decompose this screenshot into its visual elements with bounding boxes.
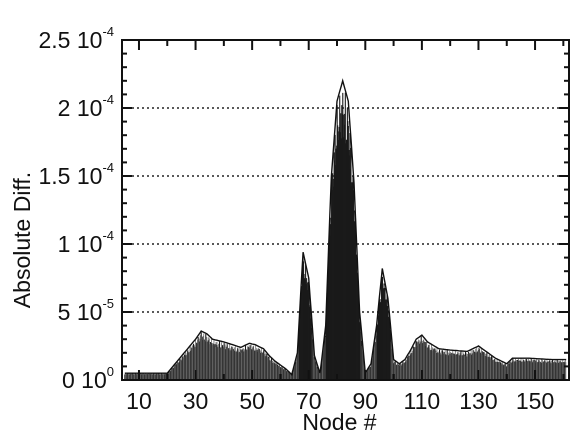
y-tick-mantissa: 0 10 <box>62 367 107 393</box>
x-tick-label: 90 <box>353 388 379 414</box>
y-tick-mantissa: 2 10 <box>58 95 103 121</box>
x-tick-label: 150 <box>516 388 554 414</box>
y-tick-exponent: -4 <box>102 92 114 107</box>
y-tick-label: 2.5 10-4 <box>38 24 114 53</box>
y-tick-exponent: 0 <box>107 364 114 379</box>
y-tick-exponent: -4 <box>102 160 114 175</box>
y-tick-label: 1 10-4 <box>58 228 114 257</box>
x-tick-labels: 10 30 50 70 90 110 130 150 <box>126 388 554 414</box>
x-tick-label: 10 <box>126 388 152 414</box>
plot-frame <box>121 39 570 381</box>
y-tick-mantissa: 1 10 <box>58 231 103 257</box>
y-tick-mantissa: 1.5 10 <box>38 163 102 189</box>
x-tick-label: 30 <box>183 388 209 414</box>
y-tick-label: 1.5 10-4 <box>38 160 114 189</box>
x-tick-label: 50 <box>239 388 265 414</box>
x-axis-title: Node # <box>302 409 376 435</box>
y-tick-mantissa: 2.5 10 <box>38 27 102 53</box>
ticks <box>122 39 569 381</box>
bars <box>124 78 567 380</box>
y-tick-label: 5 10-5 <box>58 296 114 325</box>
y-tick-label: 0 100 <box>62 364 114 393</box>
y-tick-exponent: -5 <box>102 296 114 311</box>
y-tick-exponent: -4 <box>102 228 114 243</box>
y-tick-label: 2 10-4 <box>58 92 114 121</box>
y-tick-mantissa: 5 10 <box>58 299 103 325</box>
x-tick-label: 130 <box>459 388 497 414</box>
y-tick-exponent: -4 <box>102 24 114 39</box>
x-tick-label: 110 <box>404 388 441 414</box>
x-tick-label: 70 <box>296 388 322 414</box>
y-axis-title: Absolute Diff. <box>9 172 35 308</box>
bar-envelope <box>124 78 567 376</box>
